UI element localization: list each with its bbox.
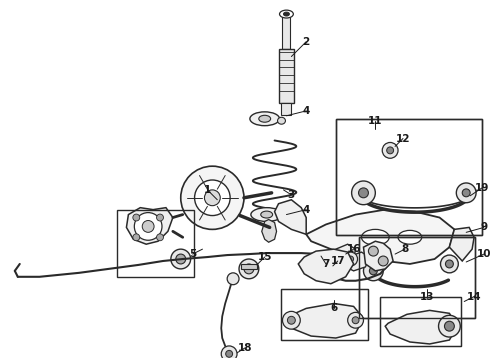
Circle shape <box>133 214 140 221</box>
Circle shape <box>352 181 375 205</box>
Circle shape <box>226 350 233 357</box>
Polygon shape <box>385 310 457 344</box>
Bar <box>359 237 475 318</box>
Circle shape <box>221 346 237 360</box>
Circle shape <box>456 183 476 203</box>
Ellipse shape <box>279 10 294 18</box>
Polygon shape <box>306 210 454 264</box>
Circle shape <box>227 273 239 285</box>
Circle shape <box>239 259 259 279</box>
Circle shape <box>369 267 377 275</box>
Circle shape <box>382 143 398 158</box>
Text: 4: 4 <box>302 106 310 116</box>
Ellipse shape <box>362 229 389 245</box>
Ellipse shape <box>398 230 422 244</box>
Bar <box>380 297 461 346</box>
Text: 4: 4 <box>302 204 310 215</box>
Circle shape <box>156 234 164 241</box>
Circle shape <box>176 254 186 264</box>
Circle shape <box>142 220 154 232</box>
Bar <box>241 264 257 269</box>
Bar <box>117 210 194 277</box>
Text: 6: 6 <box>330 303 338 314</box>
Polygon shape <box>126 208 173 244</box>
Circle shape <box>195 180 230 216</box>
Text: 14: 14 <box>467 292 481 302</box>
Bar <box>336 119 482 235</box>
Bar <box>278 49 294 103</box>
Circle shape <box>352 317 359 324</box>
Text: 7: 7 <box>322 259 330 269</box>
Text: 9: 9 <box>480 222 488 233</box>
Bar <box>359 237 475 318</box>
Polygon shape <box>298 249 354 284</box>
Circle shape <box>171 249 191 269</box>
Circle shape <box>181 166 244 229</box>
Circle shape <box>462 189 470 197</box>
Ellipse shape <box>250 112 279 126</box>
Text: 11: 11 <box>368 116 383 126</box>
Text: 16: 16 <box>346 244 361 254</box>
Bar <box>281 289 368 340</box>
Ellipse shape <box>261 211 272 218</box>
Circle shape <box>439 315 460 337</box>
Circle shape <box>364 261 383 281</box>
Text: 5: 5 <box>189 249 196 259</box>
Polygon shape <box>346 252 369 271</box>
Circle shape <box>156 214 164 221</box>
Text: 17: 17 <box>330 256 345 266</box>
Text: 19: 19 <box>475 183 489 193</box>
Polygon shape <box>449 228 474 261</box>
Text: 10: 10 <box>477 249 490 259</box>
Circle shape <box>445 260 453 268</box>
Circle shape <box>133 234 140 241</box>
Circle shape <box>348 312 364 328</box>
Bar <box>282 14 291 49</box>
Text: 8: 8 <box>401 244 409 254</box>
Bar <box>336 119 482 235</box>
Ellipse shape <box>259 115 270 122</box>
Text: 12: 12 <box>396 134 410 144</box>
Polygon shape <box>262 220 276 242</box>
Text: 3: 3 <box>288 190 295 200</box>
Circle shape <box>288 316 295 324</box>
Ellipse shape <box>284 12 290 16</box>
Circle shape <box>441 255 458 273</box>
Circle shape <box>204 190 220 206</box>
Polygon shape <box>274 200 306 234</box>
Text: 1: 1 <box>204 185 211 195</box>
Circle shape <box>387 147 393 154</box>
Ellipse shape <box>251 208 282 221</box>
Polygon shape <box>364 241 393 271</box>
Circle shape <box>348 256 354 262</box>
Bar <box>281 289 368 340</box>
Circle shape <box>134 213 162 240</box>
Circle shape <box>343 252 358 266</box>
Polygon shape <box>287 303 364 338</box>
Bar <box>281 103 292 115</box>
Circle shape <box>359 188 368 198</box>
Text: 18: 18 <box>238 343 252 353</box>
Bar <box>380 297 461 346</box>
Circle shape <box>378 256 388 266</box>
Text: 15: 15 <box>257 252 272 262</box>
Circle shape <box>244 264 254 274</box>
Polygon shape <box>334 244 356 264</box>
Circle shape <box>444 321 454 331</box>
Circle shape <box>282 311 300 329</box>
Text: 2: 2 <box>302 37 310 47</box>
Text: 13: 13 <box>419 292 434 302</box>
Ellipse shape <box>277 117 286 124</box>
Circle shape <box>368 246 378 256</box>
